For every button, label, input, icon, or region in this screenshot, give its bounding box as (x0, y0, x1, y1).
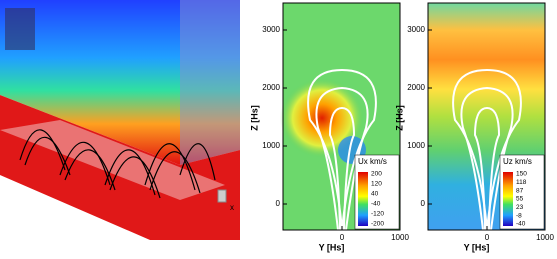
colorbar-label: 55 (516, 196, 524, 203)
y-axis-label: Z [Hs] (249, 105, 259, 131)
panel-ux (280, 2, 401, 231)
colorbar-label: -40 (371, 201, 381, 208)
colorbar-label: 40 (371, 191, 379, 198)
x-tick-label: 0 (340, 233, 345, 242)
x-axis-label: Y [Hs] (464, 242, 490, 252)
y-tick-label: 1000 (262, 141, 280, 150)
colorbar-title: Ux km/s (358, 157, 387, 166)
colorbar-label: 150 (516, 171, 527, 178)
colorbar-label: 118 (516, 179, 527, 186)
x-tick-label: 1000 (391, 233, 409, 242)
colorbar-label: -120 (371, 211, 384, 218)
y-tick-label: 2000 (262, 83, 280, 92)
x-tick-label: 0 (485, 233, 490, 242)
colorbar-label: 120 (371, 181, 382, 188)
y-tick-label: 1000 (407, 141, 425, 150)
render-3d: x (0, 0, 240, 240)
colorbar-label: -200 (371, 221, 384, 228)
colorbar-label: 200 (371, 171, 382, 178)
colorbar-label: -8 (516, 212, 522, 219)
colorbar-title: Uz km/s (503, 157, 532, 166)
axis-triad-label: x (230, 203, 234, 212)
x-tick-label: 1000 (536, 233, 554, 242)
y-axis-label: Z [Hs] (394, 105, 404, 131)
y-tick-label: 2000 (407, 83, 425, 92)
colorbar-label: 23 (516, 204, 524, 211)
x-axis-label: Y [Hs] (319, 242, 345, 252)
colorbar-label: -40 (516, 221, 526, 228)
y-tick-label: 3000 (407, 25, 425, 34)
colorbar-label: 87 (516, 187, 524, 194)
panel-uz (427, 2, 546, 231)
y-tick-label: 0 (276, 199, 281, 208)
y-tick-label: 0 (421, 199, 426, 208)
y-tick-label: 3000 (262, 25, 280, 34)
